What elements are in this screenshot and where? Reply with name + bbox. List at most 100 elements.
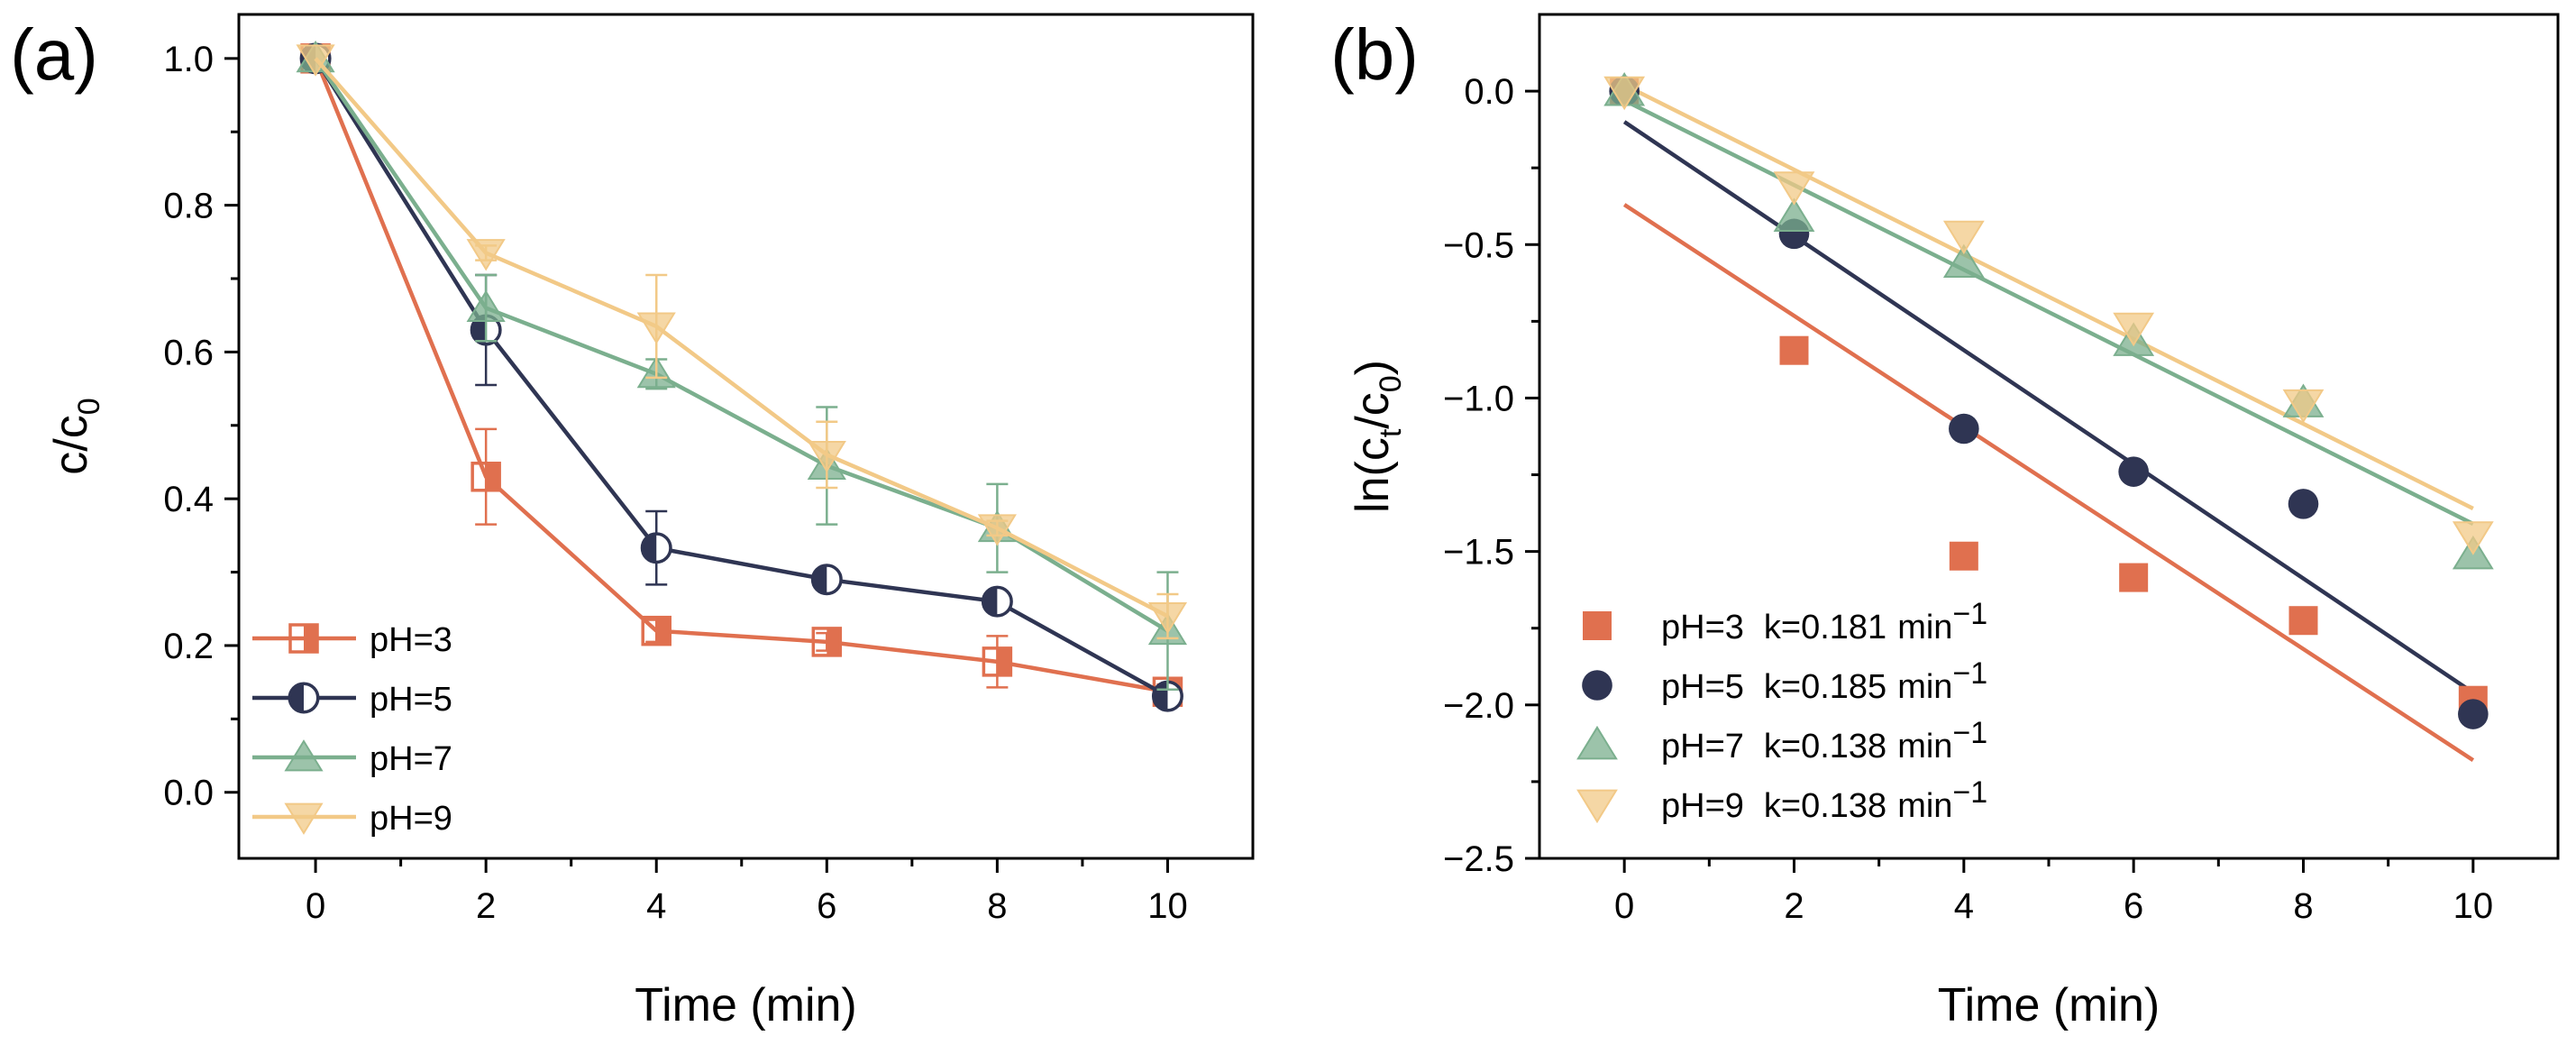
a-data-point-outline [641,615,671,646]
b-data-point [2119,563,2149,592]
a-ytick-label: 0.4 [163,480,214,519]
a-data-point-outline [810,564,843,596]
b-data-point [2288,606,2318,636]
a-data-point [982,646,1013,677]
b-y-axis-label-part: /c [1347,392,1399,428]
a-legend-label: pH=3 [370,621,452,659]
b-legend-label: pH=9 k=0.138 min−1 [1661,775,1987,825]
b-ytick-label: −2.0 [1443,686,1514,726]
a-data-point [296,44,335,77]
a-data-point [807,440,846,473]
b-fit-line-pH=9 [1623,83,2474,510]
a-ytick-label: 0.8 [163,187,214,226]
a-legend-marker [288,623,319,654]
b-xtick-label: 8 [2293,886,2313,926]
a-plot-frame [237,13,1255,860]
a-y-axis-label-main: c/c [45,415,97,474]
b-legend: pH=3 k=0.181 min−1pH=5 k=0.185 min−1pH=7 k=0.… [1576,597,1987,825]
b-y-axis-label-part: ln(c [1347,437,1399,513]
a-ytick-label: 1.0 [163,40,214,79]
b-legend-k: k=0.185 [1764,668,1886,706]
b-legend-k: k=0.138 [1764,787,1886,825]
b-series-pH=5 [1609,76,2489,729]
a-xtick-label: 2 [476,886,496,926]
b-x-axis-label: Time (min) [1938,979,2160,1031]
a-legend-label: pH=9 [370,800,452,838]
b-y-axis-label-sub: t [1374,428,1408,437]
a-xtick-label: 4 [646,886,666,926]
b-xtick-label: 6 [2124,886,2143,926]
a-legend-marker [284,802,324,835]
b-legend-ph: pH=3 [1661,609,1744,646]
b-data-point [1779,335,1809,365]
b-data-point [1949,413,1979,445]
a-data-point [466,289,506,322]
a-series-pH=9 [296,44,1188,640]
a-series-line [314,57,1169,699]
a-data-point-fill [997,647,1011,675]
b-data-point [2113,312,2155,347]
b-legend-marker [1582,670,1612,701]
a-series-pH=3 [300,43,1183,707]
a-legend-label: pH=7 [370,740,452,778]
a-series-line [314,57,1169,619]
panel-label-b: (b) [1330,14,1419,95]
b-series-pH=7 [1603,71,2494,570]
a-data-point-fill [486,463,500,490]
b-legend-unit-exp: −1 [1952,656,1987,691]
a-xtick-label: 8 [987,886,1007,926]
b-series-pH=3 [1610,77,2488,715]
b-legend-label: pH=7 k=0.138 min−1 [1661,716,1987,765]
b-y-axis-label-sub: 0 [1374,375,1408,392]
a-data-point [977,514,1017,546]
a-data-point [810,564,843,596]
b-fit-line-pH=7 [1623,98,2474,527]
b-ytick-label: −1.0 [1443,379,1514,418]
panel-b: (b) 0 2 4 6 8 10 0.0 −0.5 −1.0 −1.5 −2.0 −2.5 Time (m… [1330,13,2560,1031]
a-data-point [636,312,676,344]
b-data-point [2118,456,2149,487]
b-xtick-label: 4 [1954,886,1974,926]
a-xtick-label: 10 [1147,886,1188,926]
a-legend-marker [288,682,320,714]
a-data-point [981,585,1013,618]
b-legend-label: pH=5 k=0.185 min−1 [1661,656,1987,706]
a-y-axis-label-sub: 0 [72,398,106,415]
a-series-line [314,57,1169,633]
a-series-line [314,57,1168,694]
b-fit-line-pH=5 [1622,120,2475,695]
a-data-point [640,532,672,564]
b-data-point [1942,243,1985,279]
a-legend: pH=3 pH=5 pH=7 pH=9 [252,621,452,838]
b-legend-k: k=0.181 [1764,609,1886,646]
b-data-point [1773,171,1815,206]
b-legend-unit-exp: −1 [1952,597,1987,631]
b-legend-unit: min [1897,787,1952,825]
b-legend-unit-exp: −1 [1952,775,1987,810]
b-ytick-label: −2.5 [1443,839,1514,879]
a-data-point-outline [981,585,1013,618]
b-ytick-label: −1.5 [1443,533,1514,573]
a-legend-marker-outline [288,682,320,714]
b-y-axis-label-part: ) [1347,360,1399,375]
b-legend-unit-exp: −1 [1952,716,1987,750]
b-fit-line-pH=3 [1622,203,2475,762]
b-legend-marker [1576,725,1618,760]
a-data-point-fill [656,617,671,645]
b-data-point [2288,489,2319,519]
b-data-point [2452,521,2494,555]
b-legend-unit: min [1897,728,1952,765]
a-legend-marker-fill [304,625,317,652]
a-legend-marker [284,739,324,772]
b-ytick-label: 0.0 [1464,72,1514,112]
b-data-point [2282,389,2325,424]
a-data-point [1147,602,1188,635]
b-series-pH=9 [1603,76,2494,555]
b-xtick-label: 2 [1784,886,1804,926]
a-data-point [811,627,843,657]
b-legend-label: pH=3 k=0.181 min−1 [1661,597,1987,646]
b-legend-marker [1583,611,1612,640]
b-y-axis-label: ln(ct/c0) [1347,360,1408,513]
a-data-point-outline [470,462,501,492]
